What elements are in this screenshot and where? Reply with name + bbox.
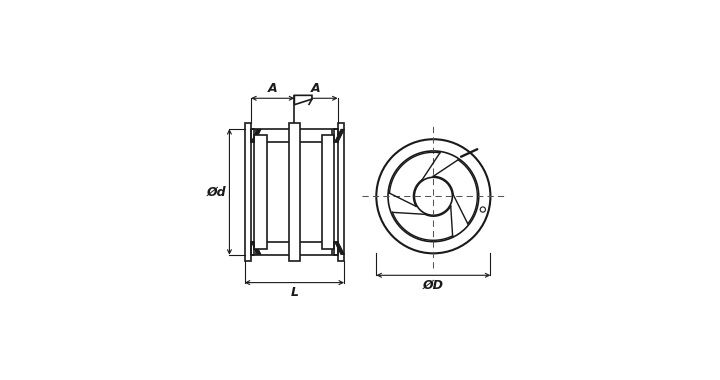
Text: Ød: Ød bbox=[207, 185, 226, 198]
Text: ØD: ØD bbox=[423, 279, 444, 291]
Bar bbox=[322, 135, 335, 249]
Bar bbox=[338, 123, 344, 261]
Bar bbox=[335, 242, 338, 255]
Text: A: A bbox=[268, 82, 277, 95]
Bar bbox=[289, 123, 300, 261]
Polygon shape bbox=[294, 95, 312, 105]
Bar bbox=[251, 129, 254, 142]
Bar bbox=[245, 123, 251, 261]
Bar bbox=[254, 135, 267, 249]
Text: L: L bbox=[290, 286, 298, 299]
Bar bbox=[251, 242, 254, 255]
Bar bbox=[335, 129, 338, 142]
Text: A: A bbox=[311, 82, 321, 95]
